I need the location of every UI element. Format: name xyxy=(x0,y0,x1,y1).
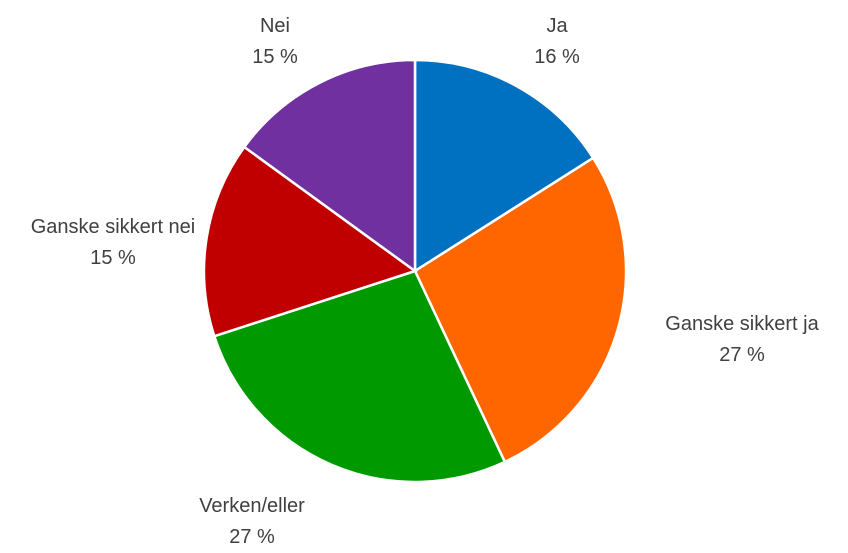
value-label: 27 % xyxy=(229,526,275,548)
slice-label: Ganske sikkert ja 27 % xyxy=(622,309,848,371)
category-label: Nei xyxy=(259,15,290,37)
pie-slice xyxy=(212,269,507,484)
pie-slice xyxy=(202,145,418,338)
pie-slice xyxy=(413,156,628,464)
slice-label: Ganske sikkert nei 15 % xyxy=(28,212,198,274)
category-label: Ganske sikkert nei xyxy=(30,216,196,238)
value-label: 16 % xyxy=(534,46,580,68)
slice-label: Verken/eller 27 % xyxy=(152,491,352,553)
pie-slice xyxy=(242,58,417,274)
value-label: 15 % xyxy=(90,247,136,269)
value-label: 27 % xyxy=(719,344,765,366)
category-label: Ganske sikkert ja xyxy=(665,313,819,335)
category-label: Verken/eller xyxy=(199,495,305,517)
pie-slice xyxy=(413,58,595,274)
category-label: Ja xyxy=(546,15,568,37)
slice-label: Nei 15 % xyxy=(215,11,335,73)
slice-label: Ja 16 % xyxy=(497,11,617,73)
value-label: 15 % xyxy=(252,46,298,68)
